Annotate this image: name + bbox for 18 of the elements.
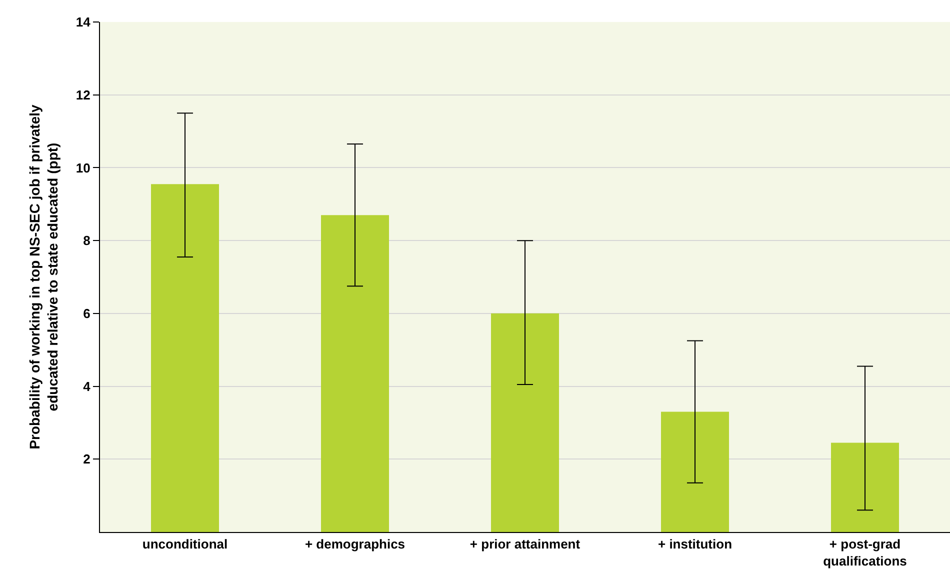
bar <box>491 313 559 532</box>
x-tick-label: + post-grad qualifications <box>823 536 907 568</box>
bar <box>151 184 219 532</box>
y-tick-label: 12 <box>76 87 90 102</box>
bar <box>321 215 389 532</box>
y-tick-label: 10 <box>76 160 90 176</box>
y-tick-label: 6 <box>83 306 90 321</box>
y-axis-title: Probability of working in top NS-SEC job if privately educated relative to state educated (ppt) <box>26 104 61 450</box>
bar <box>661 412 729 532</box>
x-tick-label: + prior attainment <box>470 536 581 552</box>
x-tick-label: + demographics <box>304 536 406 552</box>
y-tick-label: 14 <box>76 14 92 30</box>
x-tick-label: unconditional <box>142 536 228 552</box>
x-tick-label: + institution <box>658 536 732 552</box>
y-tick-label: 2 <box>83 452 90 467</box>
bar <box>831 442 899 532</box>
y-tick-label: 8 <box>83 233 90 248</box>
y-tick-label: 4 <box>83 378 92 394</box>
